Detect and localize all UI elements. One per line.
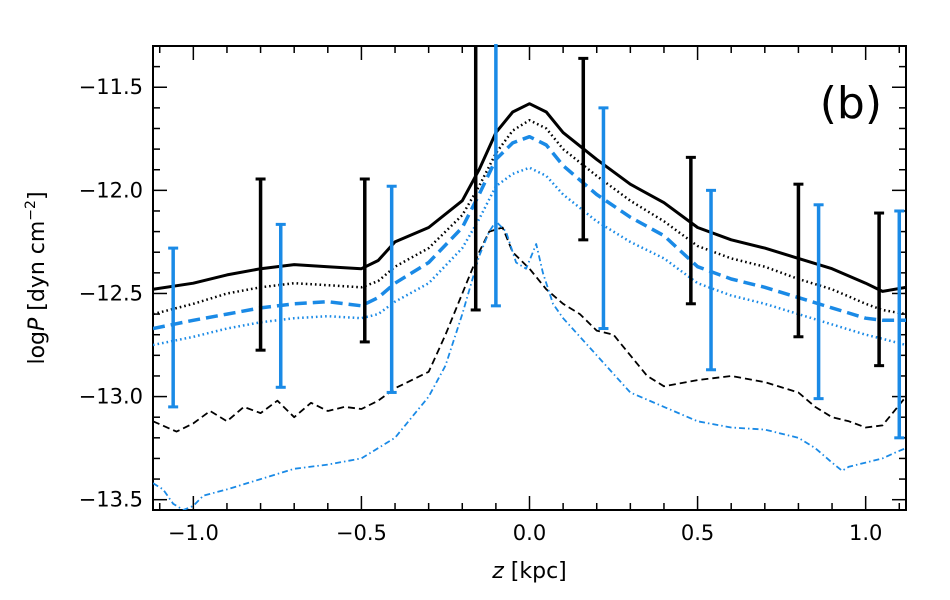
y-axis-unit: [dyn cm	[25, 221, 50, 318]
errorbar-blue	[706, 188, 717, 372]
errorbar-layer	[168, 44, 905, 440]
errorbar-blue	[894, 209, 905, 440]
x-axis-var: z	[491, 559, 504, 584]
tick-labels: −1.0 −0.5 0.0 0.5 1.0 −11.5 −12.0 −12.5 −13.0 −13…	[79, 75, 883, 545]
x-tick-label: 0.0	[513, 521, 546, 545]
errorbar-blue	[598, 106, 609, 331]
x-axis-title: z [kpc]	[491, 559, 567, 584]
errorbar-black	[255, 177, 266, 352]
errorbar-blue	[813, 203, 824, 401]
series-blue-dashdot	[153, 220, 906, 510]
errorbar-blue	[386, 184, 397, 394]
errorbar-black	[874, 211, 885, 368]
x-tick-label: −0.5	[336, 521, 387, 545]
errorbar-black	[359, 177, 370, 344]
series-black-dotted	[153, 118, 906, 316]
series-blue-dashed	[153, 134, 906, 331]
y-axis-title: logP [dyn cm−2]	[23, 191, 50, 364]
series-layer	[153, 102, 906, 510]
errorbar-blue	[490, 44, 501, 308]
series-black-dashed-thin	[153, 226, 906, 433]
y-axis-var: P	[25, 317, 50, 331]
y-tick-label: −13.0	[79, 385, 143, 409]
y-tick-label: −12.0	[79, 178, 143, 202]
errorbar-black	[578, 56, 589, 242]
y-axis-prefix: log	[25, 331, 50, 365]
y-tick-label: −12.5	[79, 281, 143, 305]
y-tick-label: −13.5	[79, 488, 143, 512]
y-axis-close: ]	[25, 191, 50, 200]
x-tick-label: 0.5	[681, 521, 714, 545]
x-tick-label: −1.0	[168, 521, 219, 545]
panel-label: (b)	[820, 78, 882, 129]
y-tick-label: −11.5	[79, 75, 143, 99]
errorbar-black	[685, 155, 696, 306]
x-tick-label: 1.0	[849, 521, 882, 545]
errorbar-black	[793, 182, 804, 339]
x-axis-unit: [kpc]	[504, 559, 567, 584]
errorbar-blue	[168, 246, 179, 409]
errorbar-black	[470, 46, 481, 312]
errorbar-blue	[275, 222, 286, 389]
series-black-solid	[153, 102, 906, 293]
y-axis-exponent: −2	[23, 200, 39, 221]
